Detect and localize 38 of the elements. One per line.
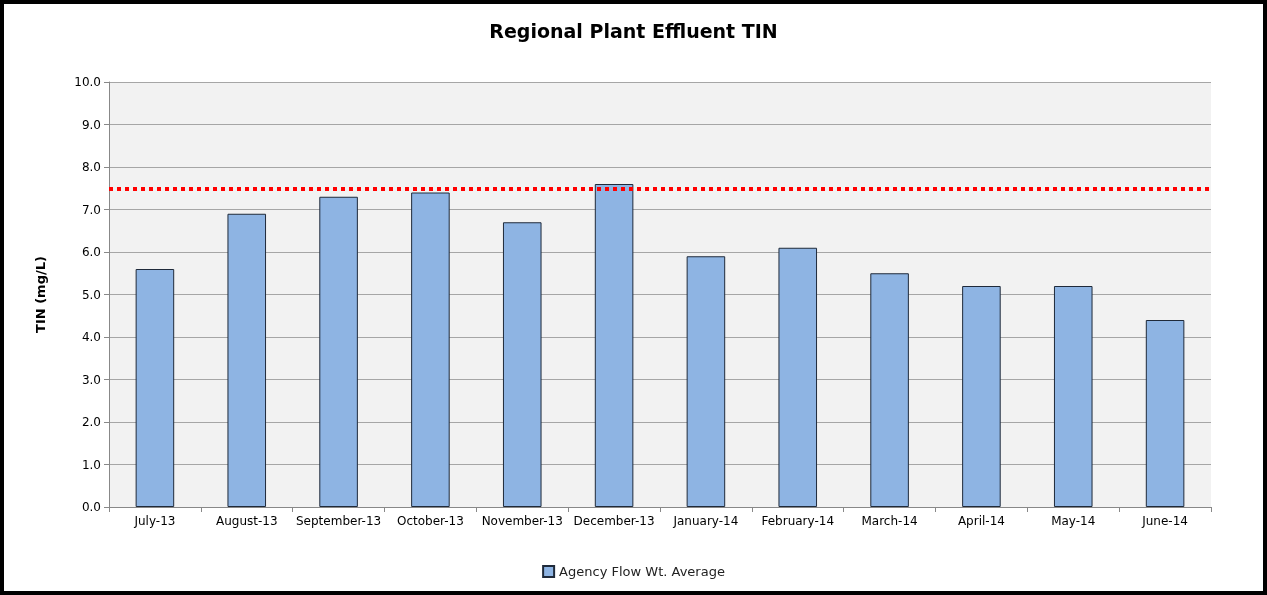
x-tick-label: January-14 (672, 514, 739, 528)
bar (962, 286, 1001, 507)
x-tick-label: February-14 (761, 514, 835, 528)
x-tick-label: April-14 (957, 514, 1005, 528)
y-tick-label: 2.0 (81, 415, 101, 429)
y-tick-label: 5.0 (81, 287, 101, 302)
x-tick-label: October-13 (396, 514, 464, 528)
x-tick-label: May-14 (1051, 514, 1096, 528)
y-tick-label: 9.0 (81, 117, 101, 132)
x-tick-label: June-14 (1141, 514, 1188, 528)
bar (135, 269, 175, 507)
bar (686, 256, 726, 507)
legend-label: Agency Flow Wt. Average (559, 564, 725, 579)
bar (594, 184, 634, 507)
x-tick-label: March-14 (861, 514, 918, 528)
y-tick-label: 4.0 (81, 330, 101, 344)
bar (778, 247, 818, 507)
y-axis-title: TIN (mg/L) (33, 256, 48, 333)
bar (502, 222, 542, 507)
x-tick-label: November-13 (481, 514, 563, 528)
bar (870, 273, 909, 507)
y-tick-label: 7.0 (81, 202, 101, 217)
bar (319, 196, 358, 507)
y-tick-label: 0.0 (81, 500, 101, 514)
x-tick-label: August-13 (215, 514, 278, 528)
chart-title: Regional Plant Effluent TIN (489, 19, 778, 42)
y-tick-label: 3.0 (81, 372, 101, 387)
bar (227, 213, 267, 507)
bar (1145, 320, 1185, 507)
x-tick-label: July-13 (133, 514, 176, 528)
bar (411, 192, 450, 507)
y-tick-label: 1.0 (81, 457, 101, 472)
y-tick-label: 6.0 (81, 245, 101, 259)
y-tick-label: 10.0 (74, 75, 101, 89)
x-tick-label: December-13 (573, 514, 655, 528)
bar (1053, 286, 1093, 507)
x-tick-label: September-13 (296, 514, 382, 528)
y-tick-label: 8.0 (81, 160, 101, 174)
